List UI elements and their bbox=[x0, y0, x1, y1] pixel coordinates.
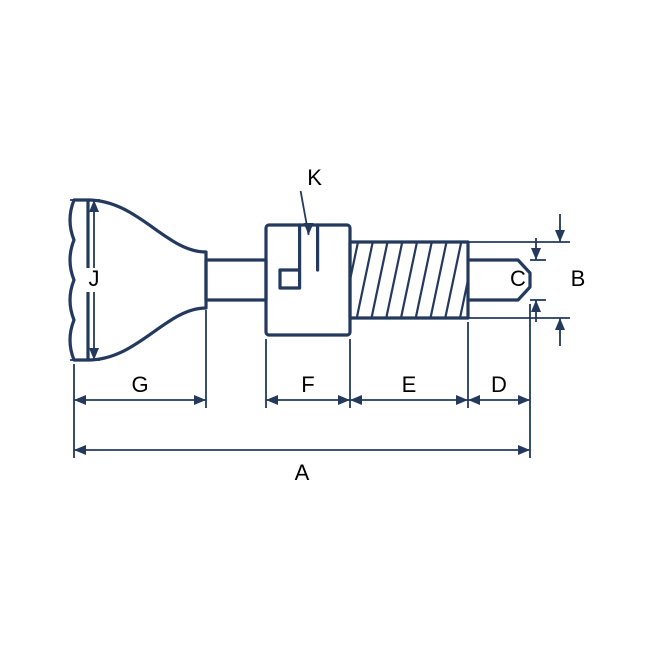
thread-line bbox=[431, 242, 447, 318]
dimension-arrowhead bbox=[531, 300, 541, 312]
dimension-arrowhead bbox=[74, 395, 86, 405]
thread-line bbox=[372, 242, 388, 318]
dimension-arrowhead bbox=[555, 230, 565, 242]
thread-line bbox=[357, 242, 373, 318]
dimension-arrowhead bbox=[304, 223, 314, 235]
thread-line bbox=[416, 242, 432, 318]
dimension-arrowhead bbox=[456, 395, 468, 405]
dimension-label-C: C bbox=[510, 266, 526, 291]
dimension-arrowhead bbox=[555, 318, 565, 330]
dimension-label-K: K bbox=[307, 165, 322, 190]
dimension-label-B: B bbox=[571, 266, 586, 291]
dimension-arrowhead bbox=[350, 395, 362, 405]
neck-shaft bbox=[206, 260, 266, 300]
dimension-arrowhead bbox=[531, 248, 541, 260]
dimension-arrowhead bbox=[518, 395, 530, 405]
dimension-label-F: F bbox=[301, 372, 314, 397]
thread-line bbox=[401, 242, 417, 318]
dimension-label-E: E bbox=[402, 372, 417, 397]
dimension-label-D: D bbox=[491, 372, 507, 397]
thread-line bbox=[386, 242, 402, 318]
lock-slot bbox=[280, 225, 318, 288]
dimension-arrowhead bbox=[74, 445, 86, 455]
plunger-dimension-diagram: G F E D A J B C K bbox=[0, 0, 670, 670]
dimension-arrowhead bbox=[468, 395, 480, 405]
dimension-arrowhead bbox=[518, 445, 530, 455]
dimension-arrowhead bbox=[338, 395, 350, 405]
dimension-label-J: J bbox=[89, 266, 100, 291]
thread-line bbox=[445, 242, 461, 318]
dimension-arrowhead bbox=[266, 395, 278, 405]
dimension-label-A: A bbox=[295, 460, 310, 485]
thread-hatch bbox=[342, 242, 476, 318]
dimension-arrowhead bbox=[194, 395, 206, 405]
dimension-label-G: G bbox=[131, 372, 148, 397]
